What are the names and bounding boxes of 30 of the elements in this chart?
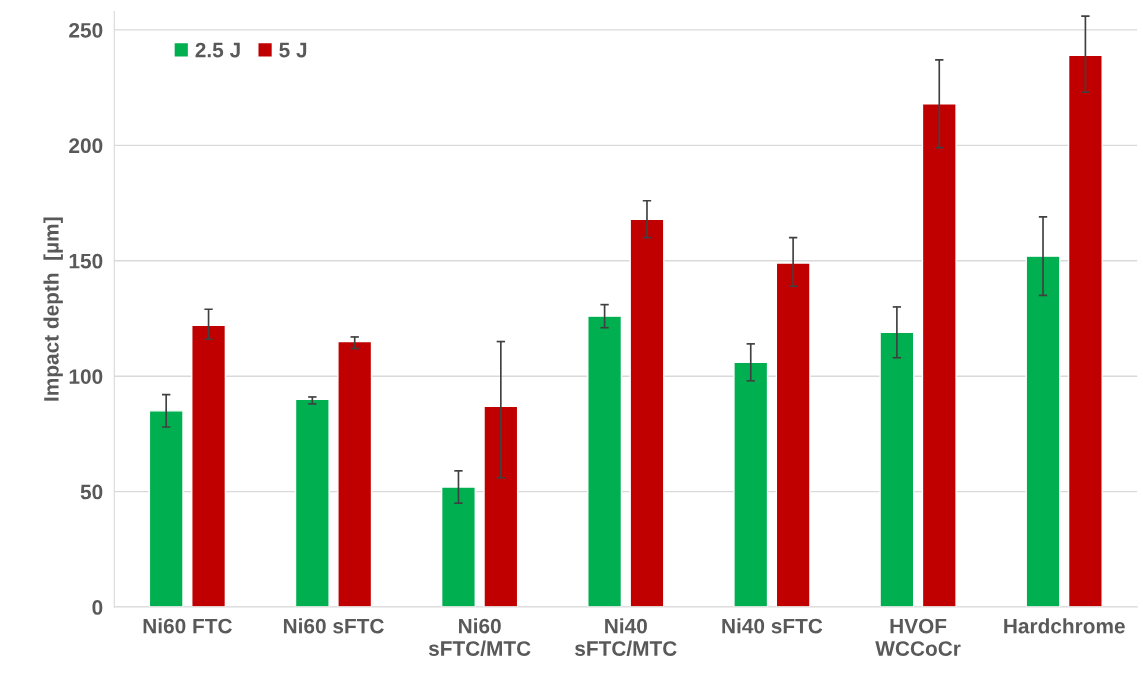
bar xyxy=(191,324,227,608)
bar xyxy=(483,405,519,608)
y-tick-label: 50 xyxy=(80,484,103,500)
x-tick-label: Ni60 sFTC/MTC xyxy=(428,618,531,657)
legend-label: 2.5 J xyxy=(195,42,240,58)
bar xyxy=(629,218,665,608)
bar xyxy=(733,361,769,608)
bar xyxy=(1025,255,1061,608)
x-tick-label: Hardchrome xyxy=(1004,618,1125,634)
bar xyxy=(1067,54,1103,608)
x-tick-label: Ni60 sFTC xyxy=(283,618,384,634)
x-tick-label: Ni40 sFTC/MTC xyxy=(575,618,677,657)
bar xyxy=(921,103,957,608)
bar xyxy=(294,398,330,608)
bar xyxy=(337,340,373,608)
y-tick-label: 200 xyxy=(69,138,103,154)
y-axis-title: Impact depth [µm] xyxy=(43,217,63,401)
legend-label: 5 J xyxy=(279,42,307,58)
y-tick-label: 150 xyxy=(69,253,103,269)
y-tick-label: 100 xyxy=(69,369,103,384)
x-tick-label: Ni60 FTC xyxy=(143,618,232,634)
x-tick-label: Ni40 sFTC xyxy=(722,618,823,634)
bar xyxy=(440,486,476,608)
y-tick-label: 0 xyxy=(92,600,103,615)
x-tick-label: HVOF WCCoCr xyxy=(875,618,961,656)
bar xyxy=(879,331,915,608)
bar xyxy=(775,262,811,608)
y-tick-label: 250 xyxy=(69,22,103,38)
bar xyxy=(148,410,184,608)
bar xyxy=(587,315,623,608)
